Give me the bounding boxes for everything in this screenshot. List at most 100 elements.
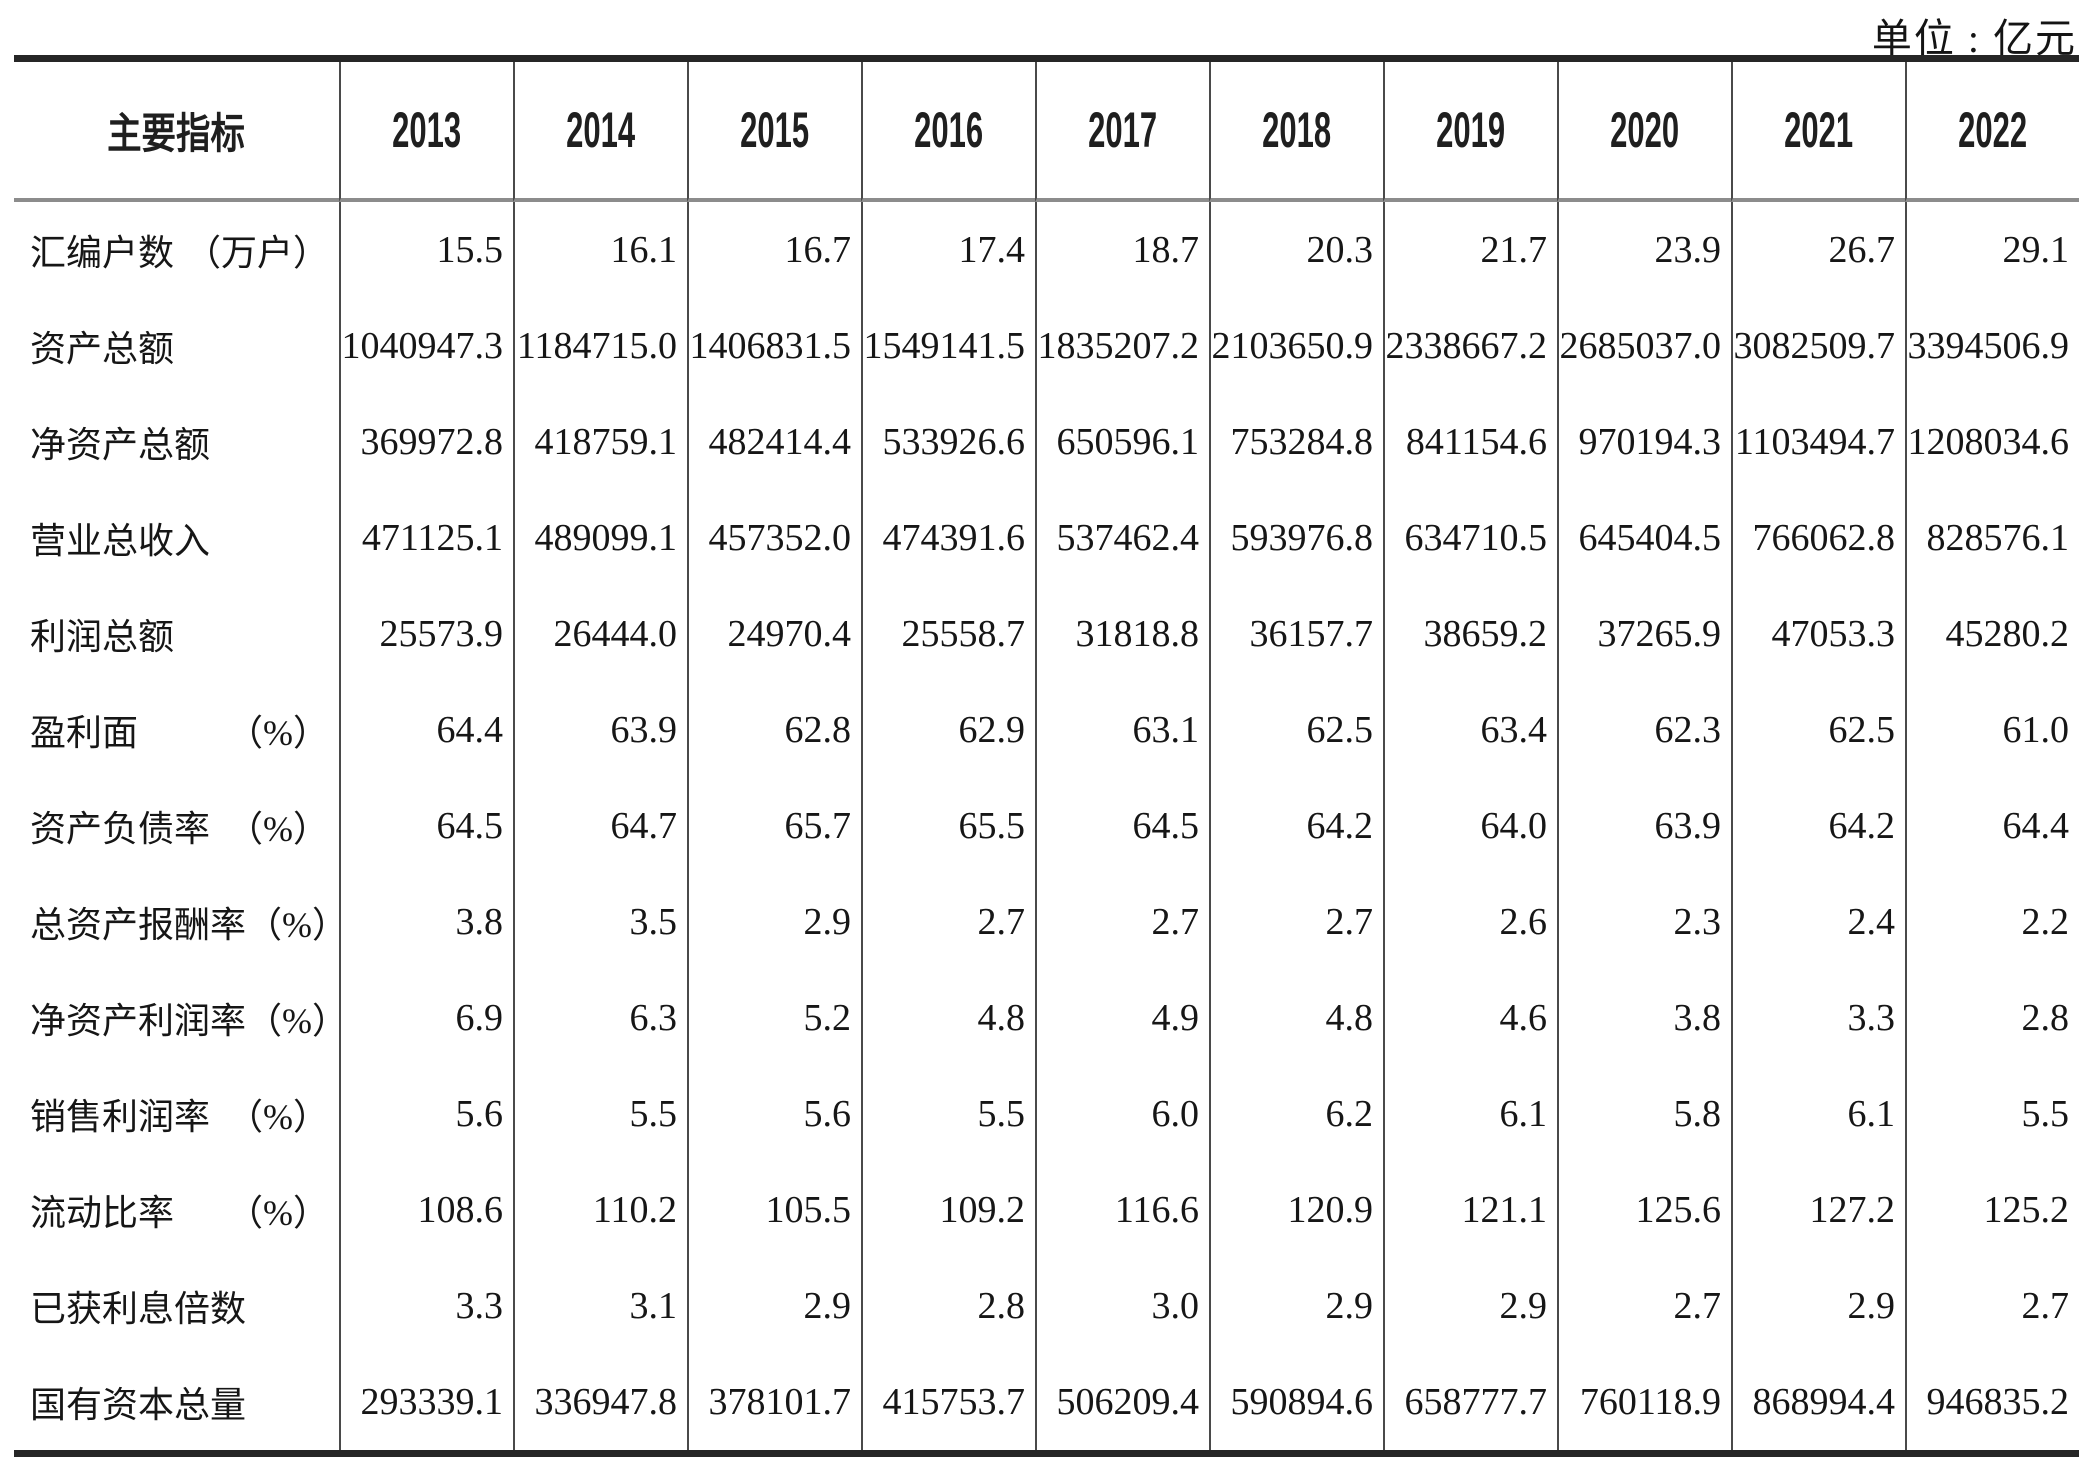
row-label-name: 销售利润率 bbox=[30, 1097, 211, 1137]
row-label-name: 盈利面 bbox=[30, 713, 139, 753]
cell-value: 110.2 bbox=[513, 1162, 687, 1258]
year-header: 2014 bbox=[513, 62, 687, 202]
year-header: 2020 bbox=[1557, 62, 1731, 202]
cell-value: 64.4 bbox=[339, 682, 513, 778]
cell-value: 24970.4 bbox=[687, 586, 861, 682]
cell-value: 6.0 bbox=[1035, 1066, 1209, 1162]
row-label-suffix: （%） bbox=[227, 809, 329, 849]
cell-value: 760118.9 bbox=[1557, 1354, 1731, 1450]
cell-value: 3082509.7 bbox=[1731, 298, 1905, 394]
cell-value: 841154.6 bbox=[1383, 394, 1557, 490]
cell-value: 533926.6 bbox=[861, 394, 1035, 490]
cell-value: 537462.4 bbox=[1035, 490, 1209, 586]
cell-value: 2103650.9 bbox=[1209, 298, 1383, 394]
cell-value: 15.5 bbox=[339, 202, 513, 298]
cell-value: 2.6 bbox=[1383, 874, 1557, 970]
cell-value: 37265.9 bbox=[1557, 586, 1731, 682]
row-label: 盈利面 （%） bbox=[14, 682, 339, 778]
cell-value: 650596.1 bbox=[1035, 394, 1209, 490]
cell-value: 63.9 bbox=[513, 682, 687, 778]
row-label-name: 利润总额 bbox=[30, 617, 175, 657]
cell-value: 1549141.5 bbox=[861, 298, 1035, 394]
year-header-text: 2013 bbox=[392, 102, 462, 158]
cell-value: 2.9 bbox=[687, 874, 861, 970]
cell-value: 6.9 bbox=[339, 970, 513, 1066]
cell-value: 62.8 bbox=[687, 682, 861, 778]
cell-value: 2.7 bbox=[1557, 1258, 1731, 1354]
cell-value: 4.9 bbox=[1035, 970, 1209, 1066]
cell-value: 293339.1 bbox=[339, 1354, 513, 1450]
cell-value: 753284.8 bbox=[1209, 394, 1383, 490]
cell-value: 65.5 bbox=[861, 778, 1035, 874]
cell-value: 17.4 bbox=[861, 202, 1035, 298]
cell-value: 45280.2 bbox=[1905, 586, 2079, 682]
cell-value: 3.8 bbox=[1557, 970, 1731, 1066]
cell-value: 2.2 bbox=[1905, 874, 2079, 970]
cell-value: 31818.8 bbox=[1035, 586, 1209, 682]
cell-value: 4.8 bbox=[861, 970, 1035, 1066]
cell-value: 868994.4 bbox=[1731, 1354, 1905, 1450]
cell-value: 2.7 bbox=[1905, 1258, 2079, 1354]
cell-value: 593976.8 bbox=[1209, 490, 1383, 586]
year-header: 2017 bbox=[1035, 62, 1209, 202]
cell-value: 506209.4 bbox=[1035, 1354, 1209, 1450]
cell-value: 471125.1 bbox=[339, 490, 513, 586]
year-header-text: 2019 bbox=[1436, 102, 1506, 158]
cell-value: 5.6 bbox=[687, 1066, 861, 1162]
cell-value: 127.2 bbox=[1731, 1162, 1905, 1258]
cell-value: 2685037.0 bbox=[1557, 298, 1731, 394]
row-label-suffix: （万户） bbox=[184, 233, 329, 273]
cell-value: 1835207.2 bbox=[1035, 298, 1209, 394]
year-header: 2022 bbox=[1905, 62, 2079, 202]
cell-value: 61.0 bbox=[1905, 682, 2079, 778]
year-header-text: 2016 bbox=[914, 102, 984, 158]
year-header: 2013 bbox=[339, 62, 513, 202]
cell-value: 26.7 bbox=[1731, 202, 1905, 298]
row-label-name: 资产总额 bbox=[30, 329, 175, 369]
year-header-text: 2018 bbox=[1262, 102, 1332, 158]
row-label-suffix: （%） bbox=[246, 1001, 339, 1041]
cell-value: 65.7 bbox=[687, 778, 861, 874]
header-indicator-text: 主要指标 bbox=[107, 109, 246, 157]
cell-value: 2.7 bbox=[1035, 874, 1209, 970]
cell-value: 64.0 bbox=[1383, 778, 1557, 874]
cell-value: 105.5 bbox=[687, 1162, 861, 1258]
cell-value: 62.5 bbox=[1209, 682, 1383, 778]
cell-value: 20.3 bbox=[1209, 202, 1383, 298]
cell-value: 3.3 bbox=[339, 1258, 513, 1354]
cell-value: 25558.7 bbox=[861, 586, 1035, 682]
row-label: 销售利润率 （%） bbox=[14, 1066, 339, 1162]
row-label-suffix: （%） bbox=[227, 1193, 329, 1233]
cell-value: 634710.5 bbox=[1383, 490, 1557, 586]
cell-value: 658777.7 bbox=[1383, 1354, 1557, 1450]
cell-value: 4.6 bbox=[1383, 970, 1557, 1066]
cell-value: 18.7 bbox=[1035, 202, 1209, 298]
cell-value: 970194.3 bbox=[1557, 394, 1731, 490]
row-label-name: 资产负债率 bbox=[30, 809, 211, 849]
cell-value: 2.9 bbox=[1731, 1258, 1905, 1354]
row-label: 资产总额 bbox=[14, 298, 339, 394]
cell-value: 336947.8 bbox=[513, 1354, 687, 1450]
cell-value: 2.7 bbox=[1209, 874, 1383, 970]
row-label: 净资产利润率 （%） bbox=[14, 970, 339, 1066]
cell-value: 2.4 bbox=[1731, 874, 1905, 970]
cell-value: 415753.7 bbox=[861, 1354, 1035, 1450]
year-header: 2016 bbox=[861, 62, 1035, 202]
cell-value: 64.2 bbox=[1731, 778, 1905, 874]
cell-value: 25573.9 bbox=[339, 586, 513, 682]
year-header: 2019 bbox=[1383, 62, 1557, 202]
cell-value: 109.2 bbox=[861, 1162, 1035, 1258]
cell-value: 64.5 bbox=[1035, 778, 1209, 874]
cell-value: 5.2 bbox=[687, 970, 861, 1066]
cell-value: 64.2 bbox=[1209, 778, 1383, 874]
cell-value: 4.8 bbox=[1209, 970, 1383, 1066]
row-label-name: 国有资本总量 bbox=[30, 1385, 247, 1425]
row-label-suffix: （%） bbox=[227, 713, 329, 753]
cell-value: 16.1 bbox=[513, 202, 687, 298]
row-label: 资产负债率 （%） bbox=[14, 778, 339, 874]
cell-value: 5.5 bbox=[513, 1066, 687, 1162]
cell-value: 62.3 bbox=[1557, 682, 1731, 778]
cell-value: 2338667.2 bbox=[1383, 298, 1557, 394]
row-label-suffix: （%） bbox=[246, 905, 339, 945]
